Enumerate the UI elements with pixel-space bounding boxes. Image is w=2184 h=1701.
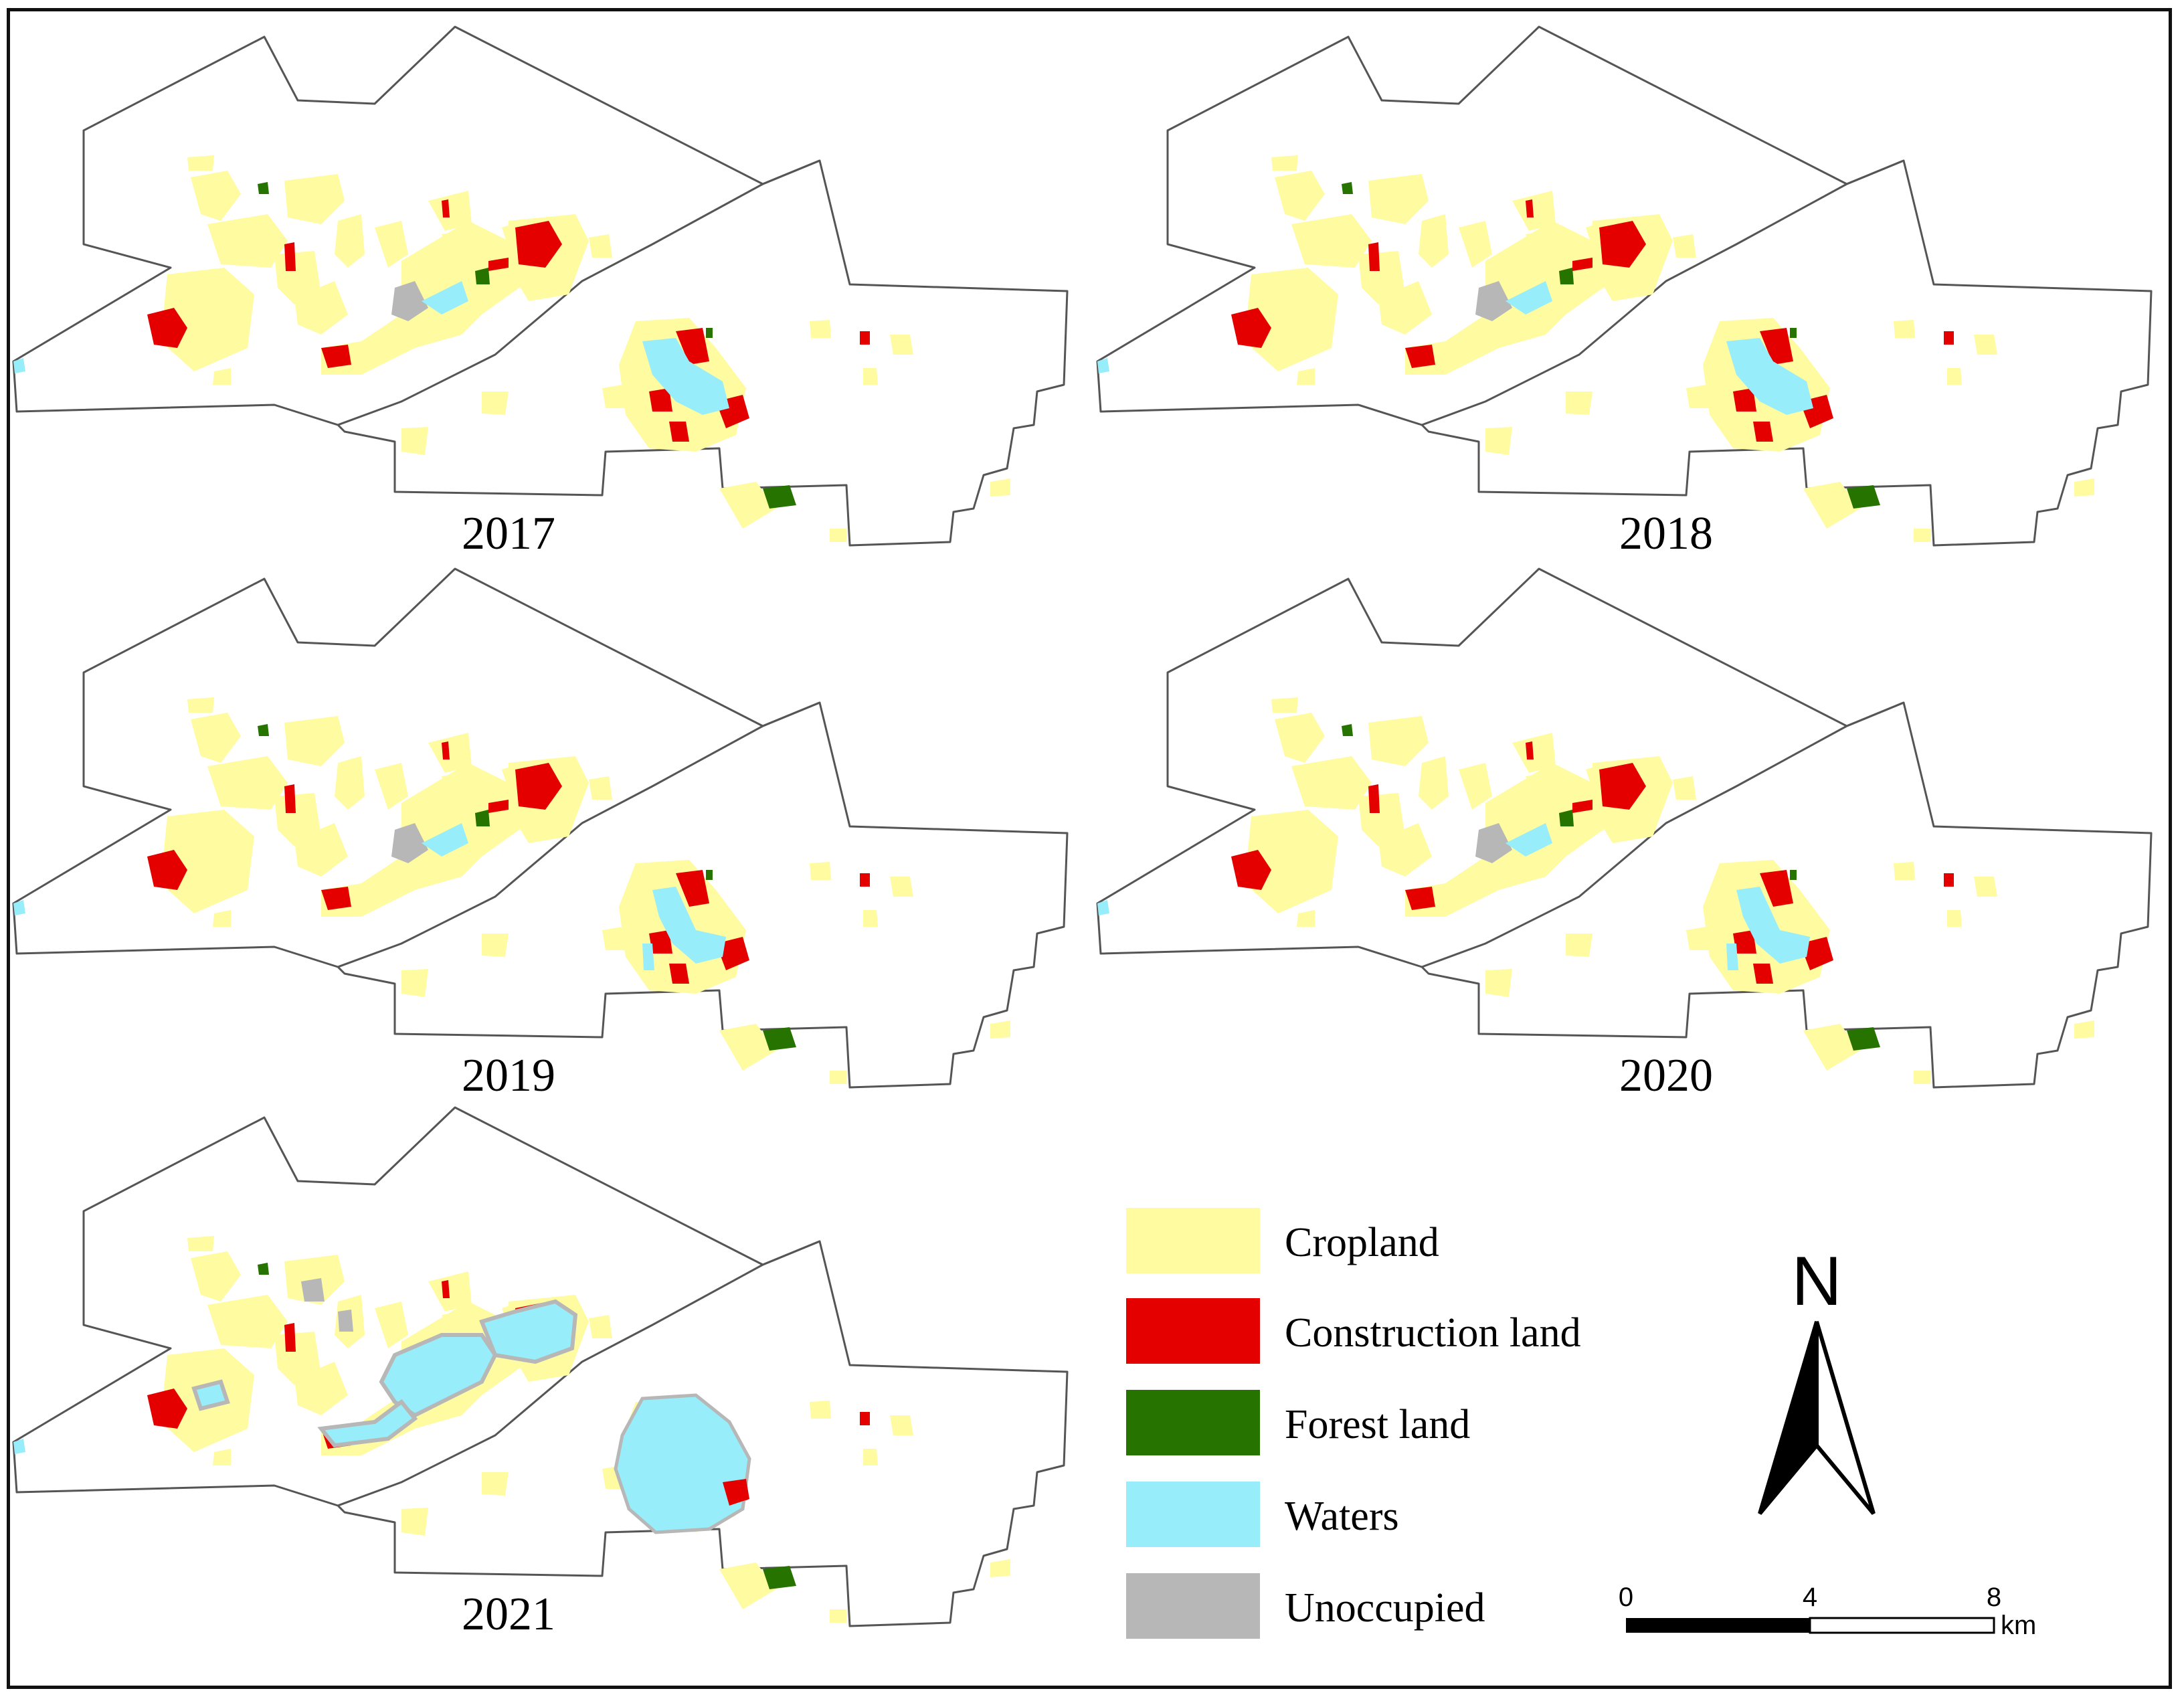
legend-label: Unoccupied	[1285, 1585, 1485, 1631]
legend-item-waters: Waters	[1126, 1482, 1399, 1547]
north-arrow-icon	[1758, 1321, 1876, 1515]
map-panel-2020: 2020	[1096, 567, 2153, 1101]
legend-swatch	[1126, 1208, 1260, 1273]
scale-unit: km	[2001, 1611, 2036, 1640]
legend-label: Forest land	[1285, 1402, 1470, 1447]
map-panel-2019: 2019	[12, 567, 1069, 1101]
scale-tick-8: 8	[1987, 1583, 2001, 1612]
legend-item-cropland: Cropland	[1126, 1208, 1439, 1273]
legend: Cropland Construction land Forest land W…	[1126, 1208, 1581, 1639]
scale-tick-4: 4	[1803, 1583, 1817, 1612]
map-panel-2018: 2018	[1096, 25, 2153, 559]
figure-frame	[7, 8, 2172, 1689]
legend-item-forest-land: Forest land	[1126, 1390, 1470, 1455]
legend-label: Cropland	[1285, 1220, 1439, 1265]
legend-item-construction-land: Construction land	[1126, 1298, 1581, 1364]
panel-year-label: 2017	[462, 508, 555, 559]
scale-bar: 0 4 8 km	[1619, 1583, 2036, 1640]
panel-year-label: 2018	[1619, 508, 1713, 559]
panel-year-label: 2020	[1619, 1050, 1713, 1101]
legend-swatch	[1126, 1298, 1260, 1364]
map-panel-2017: 2017	[12, 25, 1069, 559]
panel-year-label: 2021	[462, 1589, 555, 1640]
legend-item-unoccupied: Unoccupied	[1126, 1573, 1485, 1639]
north-arrow: N	[1758, 1243, 1876, 1515]
north-arrow-label: N	[1791, 1243, 1841, 1320]
scale-tick-0: 0	[1619, 1583, 1633, 1612]
legend-swatch	[1126, 1482, 1260, 1547]
scale-bar-segment-filled	[1626, 1618, 1810, 1633]
legend-label: Construction land	[1285, 1310, 1581, 1356]
legend-label: Waters	[1285, 1494, 1399, 1539]
legend-swatch	[1126, 1573, 1260, 1639]
panel-year-label: 2019	[462, 1050, 555, 1101]
map-panel-2021: 2021	[12, 1106, 1069, 1640]
legend-swatch	[1126, 1390, 1260, 1455]
scale-bar-segment-open	[1809, 1617, 1995, 1634]
